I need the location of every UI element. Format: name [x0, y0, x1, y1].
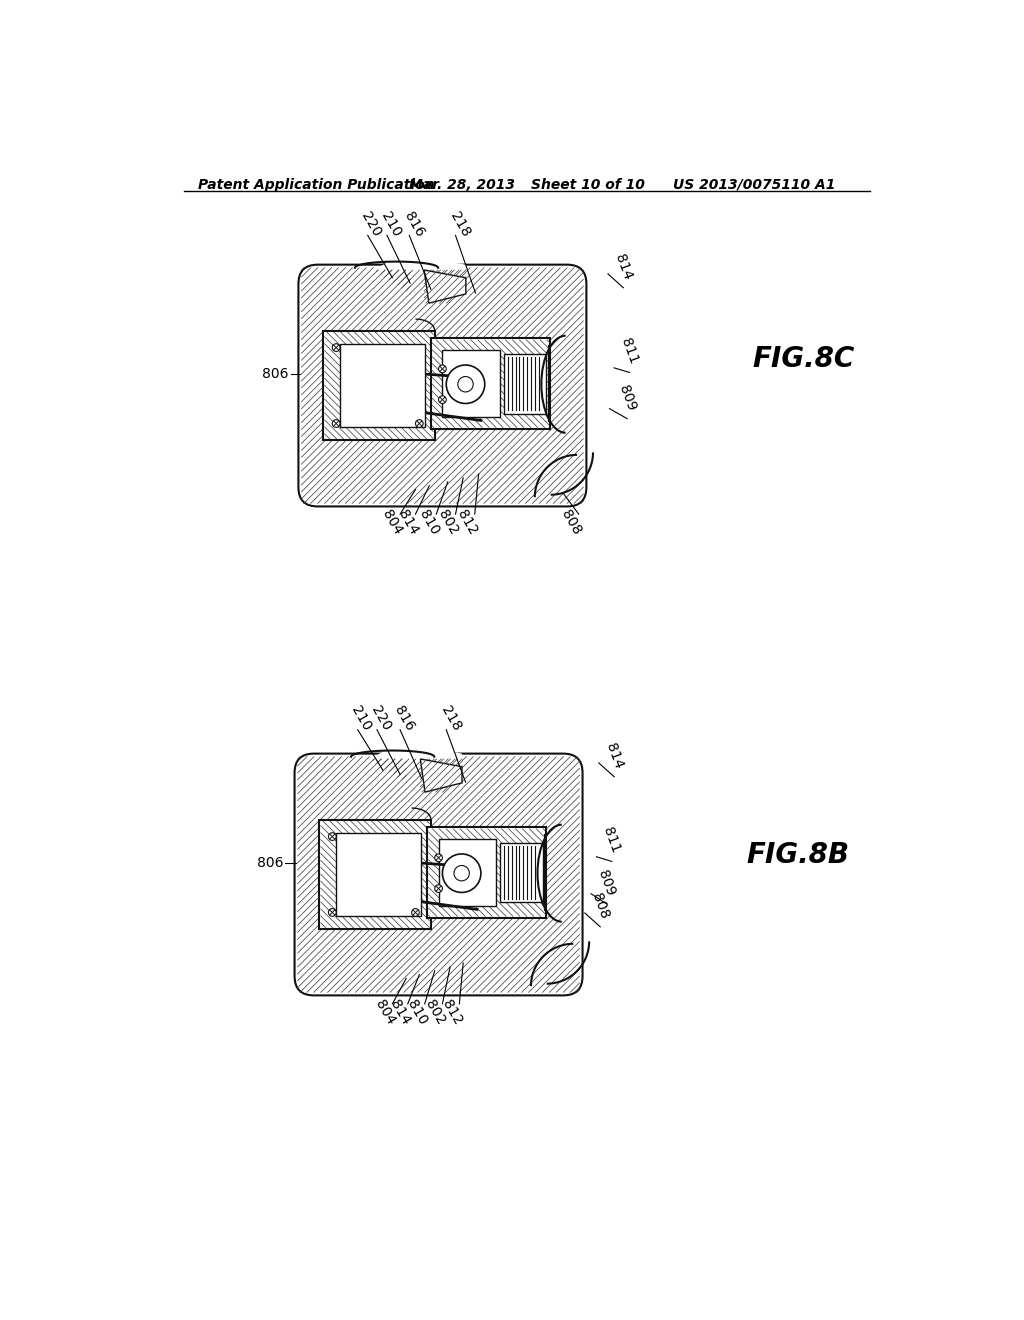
Bar	[336, 833, 421, 916]
Text: FIG.8B: FIG.8B	[746, 841, 850, 870]
Bar	[319, 820, 431, 929]
Circle shape	[416, 420, 423, 428]
Text: 811: 811	[601, 825, 623, 855]
Text: 814: 814	[387, 998, 413, 1028]
Polygon shape	[370, 747, 462, 801]
Text: 802: 802	[435, 507, 461, 537]
Text: 810: 810	[404, 998, 430, 1028]
Text: Patent Application Publication: Patent Application Publication	[199, 178, 435, 191]
Polygon shape	[374, 259, 466, 313]
Circle shape	[438, 366, 446, 372]
Circle shape	[435, 854, 442, 862]
Text: 218: 218	[447, 210, 473, 239]
Text: 804: 804	[380, 507, 406, 537]
Bar	[431, 338, 550, 429]
Circle shape	[454, 866, 469, 880]
FancyBboxPatch shape	[298, 264, 587, 507]
Circle shape	[329, 908, 336, 916]
Text: 811: 811	[618, 337, 641, 367]
Text: 808: 808	[558, 507, 584, 537]
Text: 210: 210	[349, 704, 374, 734]
Bar	[319, 820, 431, 929]
Circle shape	[435, 884, 442, 892]
Text: 809: 809	[595, 869, 617, 898]
Text: 814: 814	[395, 507, 421, 537]
Text: Mar. 28, 2013: Mar. 28, 2013	[410, 178, 515, 191]
Bar	[323, 330, 435, 441]
Text: 218: 218	[438, 704, 464, 734]
Text: FIG.8C: FIG.8C	[753, 345, 855, 372]
Text: 812: 812	[439, 998, 465, 1028]
Circle shape	[333, 420, 340, 428]
Text: 816: 816	[392, 704, 418, 734]
Bar	[340, 343, 425, 426]
Text: 802: 802	[422, 998, 447, 1028]
Text: 809: 809	[616, 383, 638, 412]
Bar	[323, 330, 435, 441]
FancyBboxPatch shape	[295, 754, 583, 995]
Text: 804: 804	[372, 998, 397, 1028]
Bar	[438, 838, 497, 907]
Bar	[427, 828, 547, 917]
Text: 816: 816	[401, 209, 427, 239]
Text: Sheet 10 of 10: Sheet 10 of 10	[531, 178, 645, 191]
Circle shape	[442, 854, 481, 892]
Text: 806: 806	[257, 855, 283, 870]
Text: 220: 220	[358, 210, 384, 239]
Bar	[504, 354, 547, 413]
Text: 210: 210	[378, 210, 403, 239]
Polygon shape	[421, 759, 462, 792]
Text: 810: 810	[416, 507, 441, 537]
Circle shape	[446, 366, 484, 404]
Text: 808: 808	[589, 891, 611, 921]
Text: 812: 812	[455, 507, 480, 537]
Bar	[427, 828, 547, 917]
Text: 806: 806	[262, 367, 289, 381]
Circle shape	[458, 376, 473, 392]
Text: 814: 814	[603, 741, 626, 771]
Circle shape	[438, 396, 446, 404]
Bar	[431, 338, 550, 429]
Text: 814: 814	[612, 252, 635, 281]
Polygon shape	[370, 759, 407, 801]
Circle shape	[329, 833, 336, 841]
Circle shape	[333, 343, 340, 351]
Bar	[340, 343, 425, 426]
Circle shape	[412, 908, 419, 916]
Bar	[442, 350, 500, 417]
Polygon shape	[374, 271, 411, 313]
Bar	[500, 842, 543, 903]
Bar	[336, 833, 421, 916]
Text: 220: 220	[369, 704, 394, 734]
Polygon shape	[424, 271, 466, 304]
Text: US 2013/0075110 A1: US 2013/0075110 A1	[674, 178, 836, 191]
